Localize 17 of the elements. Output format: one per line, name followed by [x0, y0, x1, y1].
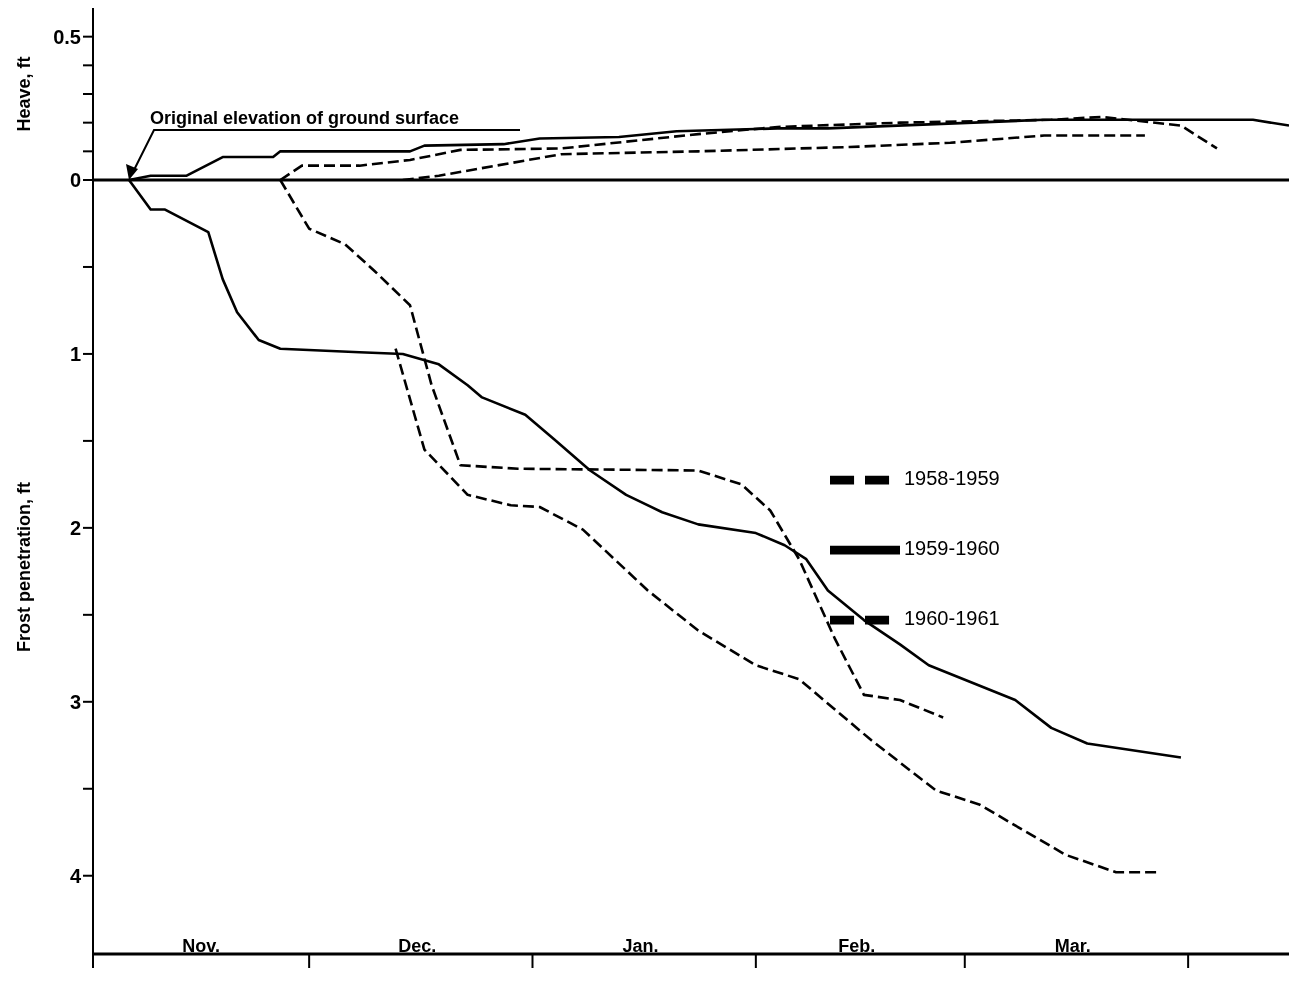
y-tick-label: 3: [69, 690, 81, 713]
legend-label: 1958-1959: [904, 467, 1000, 490]
x-tick-label: Dec.: [398, 936, 437, 956]
x-tick-label: Nov.: [182, 936, 220, 956]
y-tick-label: 0.5: [53, 25, 81, 48]
x-tick-label: Jan.: [622, 936, 659, 956]
legend-label: 1959-1960: [904, 537, 1000, 560]
x-tick-label: Feb.: [838, 936, 876, 956]
annotation: Original elevation of ground surface: [150, 108, 460, 128]
y-axis-title: Frost penetration, ft: [14, 482, 35, 652]
legend-label: 1960-1961: [904, 607, 1000, 630]
y-tick-label: 4: [69, 864, 82, 887]
y-tick-label: 1: [69, 343, 81, 366]
y-axis-title: Heave, ft: [14, 56, 35, 132]
y-tick-label: 2: [69, 516, 81, 539]
x-tick-label: Mar.: [1054, 936, 1091, 956]
y-tick-label: 0: [69, 169, 81, 192]
